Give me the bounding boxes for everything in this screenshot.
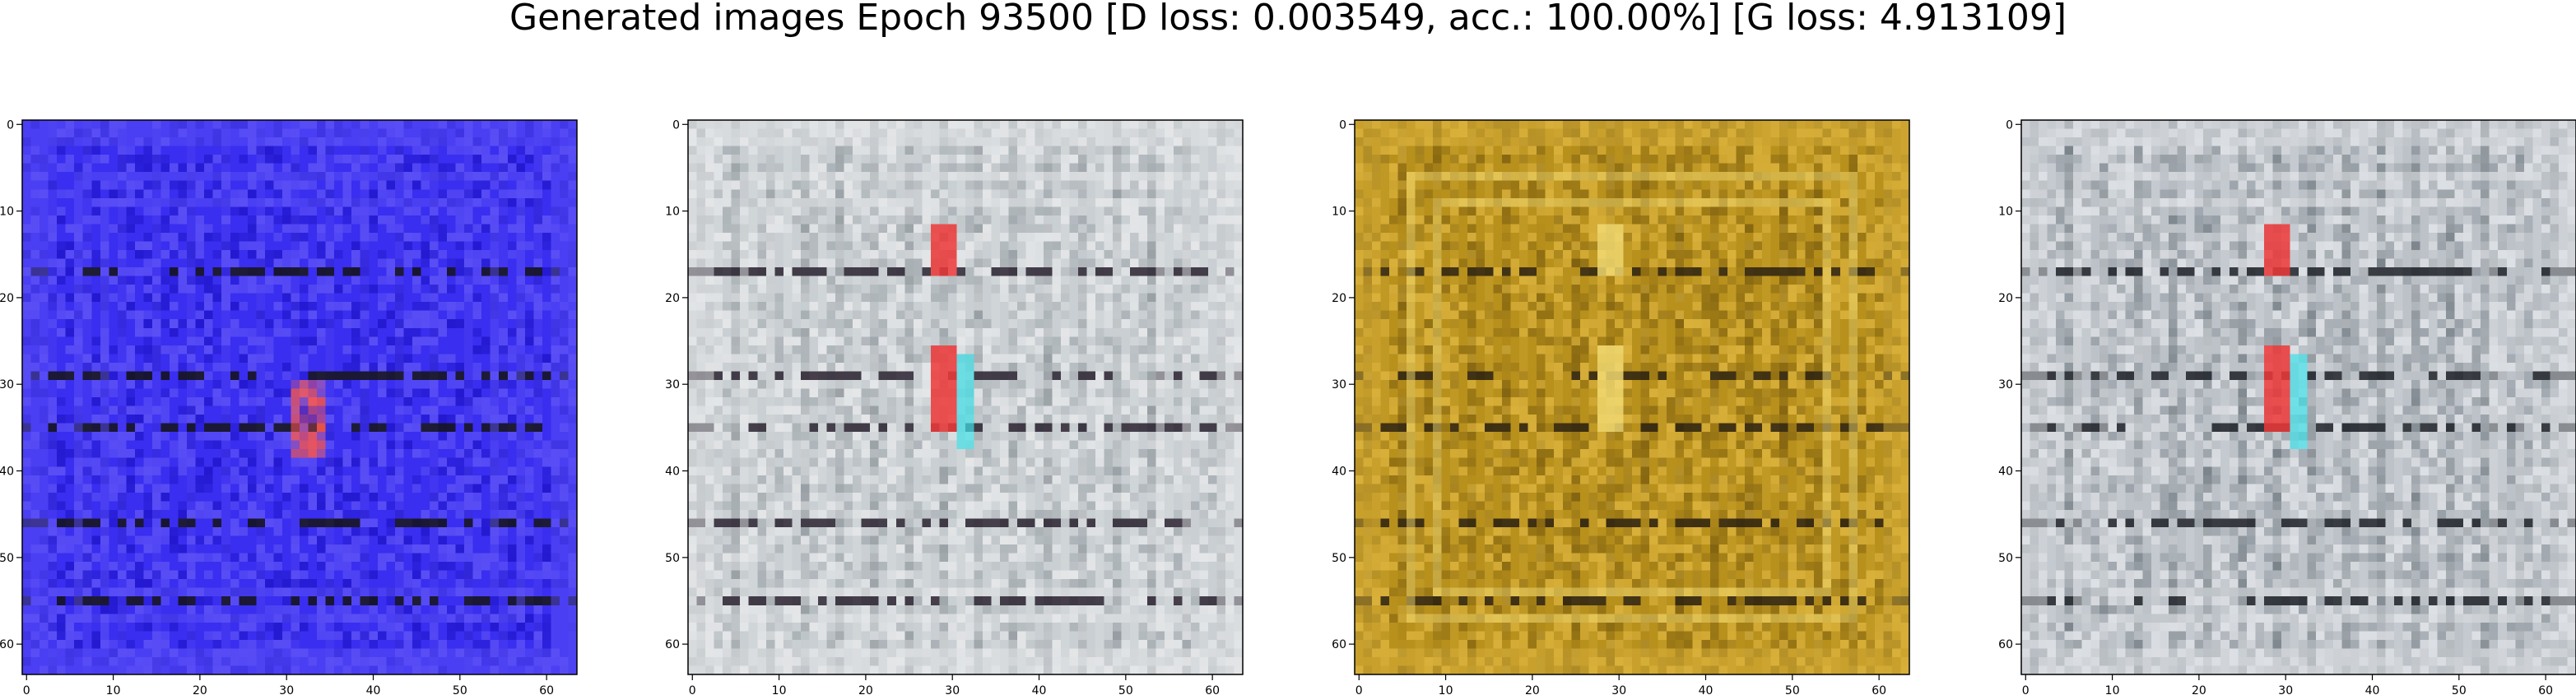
axes-frame-4 — [2020, 119, 2576, 675]
y-tick-label: 0 — [1339, 118, 1346, 132]
y-tick-label: 50 — [665, 552, 680, 565]
x-tick-label: 0 — [1355, 684, 1363, 695]
x-tick-label: 30 — [279, 684, 294, 695]
y-tick-label: 10 — [1332, 206, 1346, 219]
image-panel-4: 0 10 20 30 40 50 60 0 10 20 30 40 50 60 — [1998, 118, 2576, 695]
y-tick-label: 60 — [0, 638, 14, 651]
x-tick-label: 40 — [1699, 684, 1713, 695]
x-tick-label: 20 — [2192, 684, 2206, 695]
y-tick-label: 20 — [1332, 292, 1346, 305]
y-tick-label: 60 — [1332, 638, 1346, 651]
x-tick-label: 0 — [2022, 684, 2030, 695]
y-tick-label: 50 — [1998, 552, 2013, 565]
figure-suptitle: Generated images Epoch 93500 [D loss: 0.… — [509, 0, 2067, 39]
axes-frame-3 — [1354, 119, 1910, 675]
y-tick-label: 60 — [1998, 638, 2013, 651]
x-tick-label: 30 — [1611, 684, 1626, 695]
image-pixels-2 — [688, 120, 1243, 674]
x-tick-label: 50 — [2452, 684, 2467, 695]
x-tick-label: 60 — [1872, 684, 1886, 695]
x-tick-label: 10 — [2105, 684, 2120, 695]
x-tick-label: 60 — [539, 684, 554, 695]
x-tick-label: 50 — [453, 684, 467, 695]
y-tick-label: 30 — [1332, 378, 1346, 392]
x-tick-label: 40 — [1032, 684, 1047, 695]
x-tick-label: 20 — [1525, 684, 1540, 695]
y-tick-label: 30 — [0, 378, 14, 392]
y-tick-label: 60 — [665, 638, 680, 651]
image-panel-1: 0 10 20 30 40 50 60 0 10 20 30 40 50 60 — [0, 118, 578, 695]
image-panel-2: 0 10 20 30 40 50 60 0 10 20 30 40 50 60 — [665, 118, 1244, 695]
x-tick-label: 0 — [689, 684, 696, 695]
image-panel-3: 0 10 20 30 40 50 60 0 10 20 30 40 50 60 — [1332, 118, 1910, 695]
x-tick-label: 50 — [1785, 684, 1800, 695]
y-tick-label: 10 — [1998, 206, 2013, 219]
y-tick-label: 30 — [665, 378, 680, 392]
y-tick-label: 0 — [7, 118, 14, 132]
y-tick-label: 30 — [1998, 378, 2013, 392]
y-tick-label: 20 — [1998, 292, 2013, 305]
x-tick-label: 30 — [945, 684, 960, 695]
y-tick-label: 20 — [0, 292, 14, 305]
x-tick-label: 0 — [23, 684, 30, 695]
y-tick-label: 50 — [1332, 552, 1346, 565]
y-tick-label: 50 — [0, 552, 14, 565]
image-pixels-3 — [1355, 120, 1909, 674]
x-tick-label: 40 — [2365, 684, 2380, 695]
y-tick-label: 40 — [1332, 466, 1346, 479]
x-tick-label: 10 — [106, 684, 121, 695]
y-tick-label: 10 — [665, 206, 680, 219]
y-tick-label: 0 — [672, 118, 680, 132]
y-tick-label: 20 — [665, 292, 680, 305]
x-tick-label: 60 — [1205, 684, 1220, 695]
y-tick-label: 40 — [665, 466, 680, 479]
x-tick-label: 60 — [2538, 684, 2553, 695]
axes-frame-1 — [21, 119, 578, 675]
x-tick-label: 30 — [2278, 684, 2293, 695]
y-tick-label: 0 — [2006, 118, 2013, 132]
y-tick-label: 10 — [0, 206, 14, 219]
x-tick-label: 10 — [1439, 684, 1453, 695]
x-tick-label: 20 — [858, 684, 873, 695]
x-tick-label: 40 — [366, 684, 381, 695]
x-tick-label: 20 — [193, 684, 207, 695]
image-pixels-4 — [2021, 120, 2576, 674]
x-tick-label: 10 — [772, 684, 787, 695]
axes-frame-2 — [687, 119, 1244, 675]
image-pixels-1 — [22, 120, 577, 674]
y-tick-label: 40 — [0, 466, 14, 479]
x-tick-label: 50 — [1118, 684, 1133, 695]
y-tick-label: 40 — [1998, 466, 2013, 479]
